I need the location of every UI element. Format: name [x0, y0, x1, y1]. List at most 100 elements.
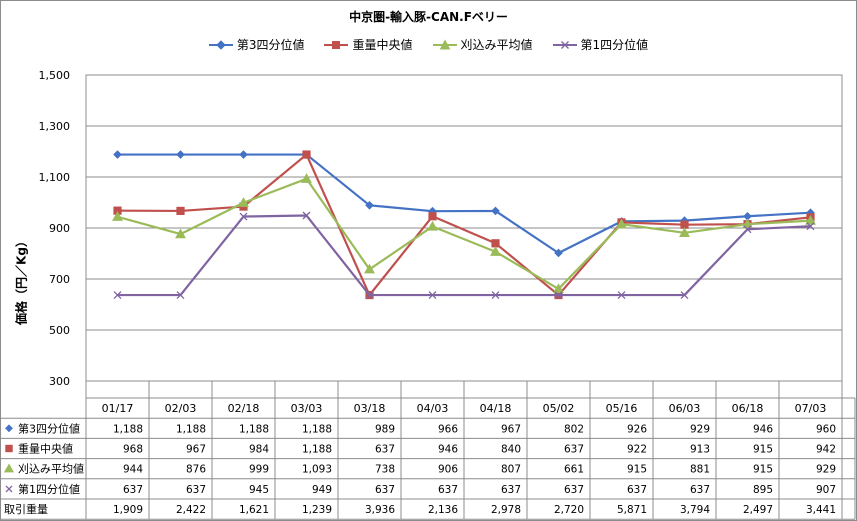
- x-tick-label: 02/03: [165, 402, 197, 415]
- table-cell: 929: [816, 464, 836, 476]
- table-cell: 945: [249, 484, 269, 496]
- data-point: [238, 197, 249, 207]
- data-point: [176, 291, 185, 300]
- series-line-4: [117, 214, 811, 297]
- data-point: [113, 150, 122, 159]
- chart-legend: 第3四分位値 重量中央値 刈込み平均値 第1四分位値: [0, 36, 857, 54]
- data-point: [175, 228, 186, 239]
- chart-title: 中京圏-輸入豚-CAN.Fベリー: [349, 10, 508, 24]
- table-row-label: 第3四分位値: [18, 421, 80, 435]
- table-cell: 1,188: [302, 423, 332, 435]
- data-point: [428, 212, 437, 221]
- table-cell: 1,188: [176, 423, 206, 435]
- table-cell: 2,136: [428, 504, 458, 516]
- table-cell: 637: [123, 484, 143, 496]
- table-cell: 637: [564, 444, 584, 456]
- legend-item: 第3四分位値: [208, 36, 305, 53]
- legend-key: [208, 39, 233, 50]
- table-cell: 637: [375, 444, 395, 456]
- y-tick-label: 900: [49, 222, 70, 235]
- data-point: [805, 214, 816, 225]
- data-point: [491, 206, 500, 216]
- legend-key: [5, 424, 13, 433]
- data-point: [554, 291, 563, 300]
- series-line-2: [117, 153, 811, 297]
- data-point: [364, 263, 375, 274]
- y-tick-label: 300: [49, 375, 70, 388]
- table-cell: 3,794: [680, 504, 710, 516]
- table-cell: 946: [753, 423, 773, 435]
- x-tick-label: 05/02: [543, 402, 575, 415]
- data-point: [176, 206, 185, 216]
- table-cell: 637: [186, 484, 206, 496]
- data-point: [806, 222, 815, 231]
- table-cell: 949: [312, 484, 332, 496]
- data-point: [302, 150, 311, 159]
- table-cell: 637: [564, 484, 584, 496]
- table-cell: 807: [501, 464, 521, 476]
- table-cell: 895: [753, 484, 773, 496]
- table-cell: 942: [816, 444, 836, 456]
- y-tick-label: 500: [49, 324, 70, 337]
- table-cell: 915: [753, 444, 773, 456]
- legend-item: 重量中央値: [324, 36, 413, 53]
- table-cell: 637: [501, 484, 521, 496]
- table-cell: 802: [564, 423, 584, 435]
- table-cell: 944: [123, 464, 143, 476]
- table-cell: 1,188: [302, 444, 332, 456]
- table-row-label: 第1四分位値: [18, 482, 80, 496]
- table-cell: 966: [438, 423, 458, 435]
- table-cell: 913: [690, 444, 710, 456]
- x-tick-label: 07/03: [795, 402, 827, 415]
- legend-key: [5, 485, 13, 493]
- table-cell: 881: [690, 464, 710, 476]
- legend-key: [3, 463, 15, 473]
- table-cell: 876: [186, 464, 206, 476]
- y-tick-label: 1,500: [39, 69, 71, 82]
- series-line-3: [117, 177, 811, 291]
- data-point: [743, 225, 752, 234]
- table-row-label: 重量中央値: [18, 442, 73, 456]
- x-tick-label: 04/03: [417, 402, 449, 415]
- legend-label: 重量中央値: [352, 38, 413, 52]
- data-point: [428, 291, 437, 300]
- table-cell: 989: [375, 423, 395, 435]
- legend-key: [324, 40, 349, 49]
- x-tick-label: 05/16: [606, 402, 638, 415]
- table-cell: 967: [501, 423, 521, 435]
- table-cell: 2,978: [491, 504, 521, 516]
- legend-key: [5, 444, 13, 453]
- table-cell: 1,621: [239, 504, 269, 516]
- data-point: [427, 220, 438, 231]
- data-point: [553, 283, 564, 294]
- table-cell: 907: [816, 484, 836, 496]
- table-cell: 906: [438, 464, 458, 476]
- data-point: [680, 220, 689, 229]
- table-cell: 999: [249, 464, 269, 476]
- x-tick-label: 02/18: [228, 402, 260, 415]
- table-cell: 1,188: [113, 423, 143, 435]
- data-point: [554, 248, 563, 258]
- table-cell: 926: [627, 423, 647, 435]
- table-cell: 960: [816, 423, 836, 435]
- table-cell: 637: [627, 484, 647, 496]
- legend-label: 第3四分位値: [236, 38, 305, 52]
- table-cell: 738: [375, 464, 395, 476]
- table-cell: 3,441: [806, 504, 836, 516]
- legend-label: 第1四分位値: [580, 38, 649, 52]
- x-tick-label: 03/03: [291, 402, 323, 415]
- data-point: [112, 211, 123, 221]
- table-cell: 840: [501, 444, 521, 456]
- table-cell: 3,936: [365, 504, 395, 516]
- table-cell: 1,239: [302, 504, 332, 516]
- table-cell: 915: [627, 464, 647, 476]
- legend-key: [432, 38, 457, 49]
- data-point: [301, 173, 312, 183]
- table-row-label: 刈込み平均値: [18, 463, 84, 476]
- table-cell: 967: [186, 444, 206, 456]
- data-point: [616, 218, 627, 229]
- data-point: [176, 150, 185, 159]
- legend-key: [552, 40, 577, 49]
- data-point: [679, 227, 690, 237]
